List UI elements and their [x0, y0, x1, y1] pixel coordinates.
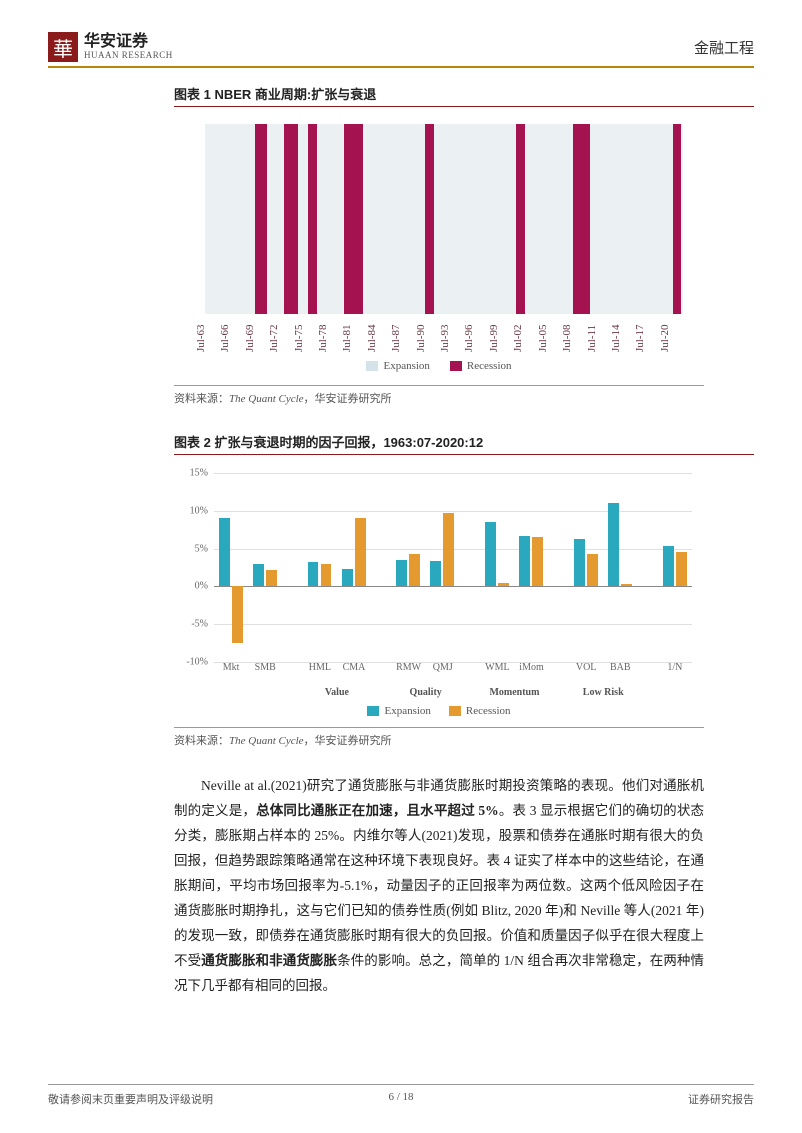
bar-recession: [532, 537, 543, 586]
legend-recession: Recession: [467, 360, 512, 372]
x-tick-label: 1/N: [658, 662, 692, 673]
bar-expansion: [663, 546, 674, 587]
figure2-source: 资料来源：The Quant Cycle，华安证券研究所: [174, 727, 704, 748]
bar-expansion: [430, 561, 441, 587]
logo-en: HUAAN RESEARCH: [84, 51, 173, 61]
bar-recession: [587, 554, 598, 587]
bar-recession: [266, 570, 277, 587]
figure2-title: 图表 2 扩张与衰退时期的因子回报，1963:07-2020:12: [174, 432, 754, 455]
bar-recession: [409, 554, 420, 587]
bar-recession: [621, 584, 632, 586]
figure1-title: 图表 1 NBER 商业周期:扩张与衰退: [174, 84, 754, 107]
y-tick-label: 0%: [195, 581, 208, 592]
bar-recession: [676, 552, 687, 586]
body-paragraph: Neville at al.(2021)研究了通货膨胀与非通货膨胀时期投资策略的…: [174, 774, 704, 999]
bar-expansion: [519, 536, 530, 587]
logo-cn: 华安证券: [84, 33, 173, 51]
bar-expansion: [485, 522, 496, 586]
legend-expansion: Expansion: [383, 360, 429, 372]
footer-left: 敬请参阅末页重要声明及评级说明: [48, 1091, 213, 1107]
bar-expansion: [342, 569, 353, 586]
bar-recession: [355, 518, 366, 586]
group-label: Low Risk: [569, 687, 637, 698]
legend2-recession: Recession: [466, 705, 511, 717]
x-tick-label: QMJ: [426, 662, 460, 673]
legend2-expansion: Expansion: [384, 705, 430, 717]
bar-expansion: [574, 539, 585, 587]
page-header: 華 华安证券 HUAAN RESEARCH 金融工程: [48, 32, 754, 68]
x-tick-label: Mkt: [214, 662, 248, 673]
group-label: Momentum: [480, 687, 548, 698]
page-number: 6 / 18: [388, 1091, 413, 1103]
page-footer: 敬请参阅末页重要声明及评级说明 6 / 18 证券研究报告: [48, 1084, 754, 1107]
figure1-chart: Jul-63Jul-66Jul-69Jul-72Jul-75Jul-78Jul-…: [174, 115, 704, 375]
bar-recession: [498, 583, 509, 587]
figure2-legend: Expansion Recession: [174, 705, 704, 717]
footer-right: 证券研究报告: [688, 1091, 754, 1107]
y-tick-label: -5%: [191, 619, 208, 630]
x-tick-label: BAB: [603, 662, 637, 673]
x-tick-label: HML: [303, 662, 337, 673]
y-tick-label: 10%: [190, 505, 208, 516]
y-tick-label: -10%: [186, 657, 208, 668]
header-category: 金融工程: [694, 37, 754, 58]
x-tick-label: WML: [480, 662, 514, 673]
bar-expansion: [608, 503, 619, 586]
bar-recession: [321, 564, 332, 587]
figure1-legend: Expansion Recession: [175, 360, 703, 372]
bar-expansion: [308, 562, 319, 586]
group-label: Quality: [392, 687, 460, 698]
bar-expansion: [396, 560, 407, 586]
x-tick-label: RMW: [392, 662, 426, 673]
group-label: Value: [303, 687, 371, 698]
x-tick-label: VOL: [569, 662, 603, 673]
y-tick-label: 15%: [190, 468, 208, 479]
bar-expansion: [219, 518, 230, 586]
x-tick-label: iMom: [514, 662, 548, 673]
x-tick-label: SMB: [248, 662, 282, 673]
bar-recession: [443, 513, 454, 586]
figure1-source: 资料来源：The Quant Cycle，华安证券研究所: [174, 385, 704, 406]
figure2-chart: -10% -5% 0% 5% 10% 15% MktSMB HMLCMA RMWQMJ WMLi…: [174, 463, 704, 717]
y-tick-label: 5%: [195, 543, 208, 554]
logo-block: 華 华安证券 HUAAN RESEARCH: [48, 32, 173, 62]
logo-icon: 華: [48, 32, 78, 62]
x-tick-label: CMA: [337, 662, 371, 673]
bar-recession: [232, 586, 243, 643]
bar-expansion: [253, 564, 264, 587]
x-tick-label: Jul-20: [659, 338, 693, 352]
